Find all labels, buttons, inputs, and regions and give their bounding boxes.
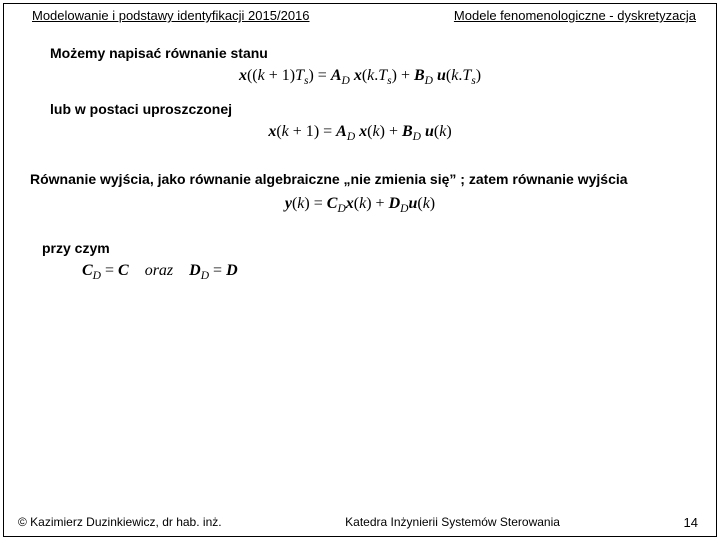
header-right: Modele fenomenologiczne - dyskretyzacja — [454, 8, 696, 23]
header-left: Modelowanie i podstawy identyfikacji 201… — [32, 8, 310, 23]
equation-2: x(k + 1) = AD x(k) + BD u(k) — [22, 123, 698, 143]
equation-4: CD = C oraz DD = D — [82, 262, 698, 282]
slide-frame: Modelowanie i podstawy identyfikacji 201… — [3, 3, 717, 537]
slide-footer: © Kazimierz Duzinkiewicz, dr hab. inż. K… — [4, 515, 716, 530]
footer-author: © Kazimierz Duzinkiewicz, dr hab. inż. — [18, 515, 222, 530]
text-line-3: Równanie wyjścia, jako równanie algebrai… — [30, 171, 698, 187]
text-line-2: lub w postaci uproszczonej — [50, 101, 698, 117]
page-number: 14 — [684, 515, 698, 530]
footer-dept: Katedra Inżynierii Systemów Sterowania — [345, 515, 560, 530]
equation-1: x((k + 1)Ts) = AD x(k.Ts) + BD u(k.Ts) — [22, 67, 698, 87]
slide-content: Możemy napisać równanie stanu x((k + 1)T… — [4, 25, 716, 282]
equation-3: y(k) = CDx(k) + DDu(k) — [22, 195, 698, 215]
slide-header: Modelowanie i podstawy identyfikacji 201… — [4, 4, 716, 25]
text-line-1: Możemy napisać równanie stanu — [50, 45, 698, 61]
eq1-x: x — [239, 67, 247, 84]
text-line-4: przy czym — [42, 240, 698, 256]
